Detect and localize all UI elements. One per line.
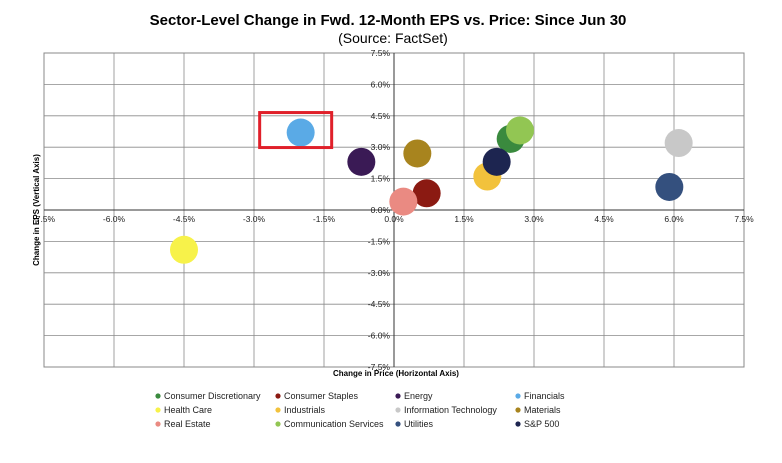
data-point [664,129,693,158]
x-tick-label: 6.0% [664,214,684,224]
legend-label: S&P 500 [524,419,559,429]
legend-entry: Industrials [275,405,326,415]
data-point [655,172,684,201]
chart-subtitle: (Source: FactSet) [338,30,448,46]
data-point [286,118,315,147]
legend-marker [155,407,161,413]
y-tick-label: 4.5% [371,111,391,121]
legend-marker [515,393,521,399]
legend-label: Communication Services [284,419,384,429]
legend-marker [275,393,281,399]
financials-highlight-box [258,111,334,150]
legend-marker [395,393,401,399]
data-point [412,179,441,208]
x-tick-label: 7.5% [734,214,754,224]
legend-entry: Real Estate [155,419,211,429]
legend-label: Utilities [404,419,434,429]
data-point [506,116,534,145]
legend-entry: Consumer Staples [275,391,359,401]
legend-label: Energy [404,391,433,401]
data-point [347,147,376,176]
legend: Consumer Discretionary Consumer Staples En… [155,391,565,429]
legend-marker [275,407,281,413]
x-axis-label: Change in Price (Horizontal Axis) [333,369,459,378]
y-tick-labels: 7.5% 6.0% 4.5% 3.0% 1.5% 0.0% -1.5% -3.0% -4.5% -… [368,48,391,372]
y-tick-label: 1.5% [371,174,391,184]
x-tick-labels: -7.5% -6.0% -4.5% -3.0% -1.5% 0.0% 1.5% 3.0% 4.5… [33,214,754,224]
x-tick-label: 3.0% [524,214,544,224]
legend-entry: Materials [515,405,561,415]
y-axis-label: Change in EPS (Vertical Axis) [32,154,41,266]
x-tick-label: 4.5% [594,214,614,224]
legend-label: Consumer Staples [284,391,359,401]
x-tick-label: 1.5% [454,214,474,224]
y-tick-label: -3.0% [368,268,391,278]
legend-entry: Financials [515,391,565,401]
x-tick-label: -1.5% [313,214,336,224]
data-point [389,187,418,216]
y-tick-label: -1.5% [368,236,391,246]
legend-entry: Communication Services [275,419,384,429]
legend-entry: Consumer Discretionary [155,391,261,401]
y-tick-label: 0.0% [371,205,391,215]
legend-marker [515,421,521,427]
legend-marker [155,421,161,427]
y-tick-label: -7.5% [368,362,391,372]
x-tick-label: -4.5% [173,214,196,224]
legend-entry: Health Care [155,405,212,415]
legend-marker [395,421,401,427]
data-point [170,235,198,264]
legend-label: Materials [524,405,561,415]
data-point [482,147,511,176]
data-points [170,116,693,264]
y-tick-label: 7.5% [371,48,391,58]
legend-label: Financials [524,391,565,401]
legend-entry: Utilities [395,419,434,429]
data-point [403,139,432,168]
x-tick-label: -3.0% [243,214,266,224]
legend-entry: Energy [395,391,433,401]
legend-label: Health Care [164,405,212,415]
x-tick-label: -6.0% [103,214,126,224]
legend-label: Consumer Discretionary [164,391,261,401]
legend-entry: Information Technology [395,405,497,415]
x-tick-label: 0.0% [384,214,404,224]
legend-label: Real Estate [164,419,211,429]
x-tick-label: -7.5% [33,214,56,224]
legend-marker [395,407,401,413]
legend-marker [275,421,281,427]
legend-marker [155,393,161,399]
legend-entry: S&P 500 [515,419,559,429]
y-tick-label: 3.0% [371,142,391,152]
legend-label: Information Technology [404,405,497,415]
chart-title: Sector-Level Change in Fwd. 12-Month EPS… [150,12,627,29]
legend-label: Industrials [284,405,326,415]
y-tick-label: -6.0% [368,331,391,341]
y-tick-label: 6.0% [371,79,391,89]
legend-marker [515,407,521,413]
y-tick-label: -4.5% [368,299,391,309]
